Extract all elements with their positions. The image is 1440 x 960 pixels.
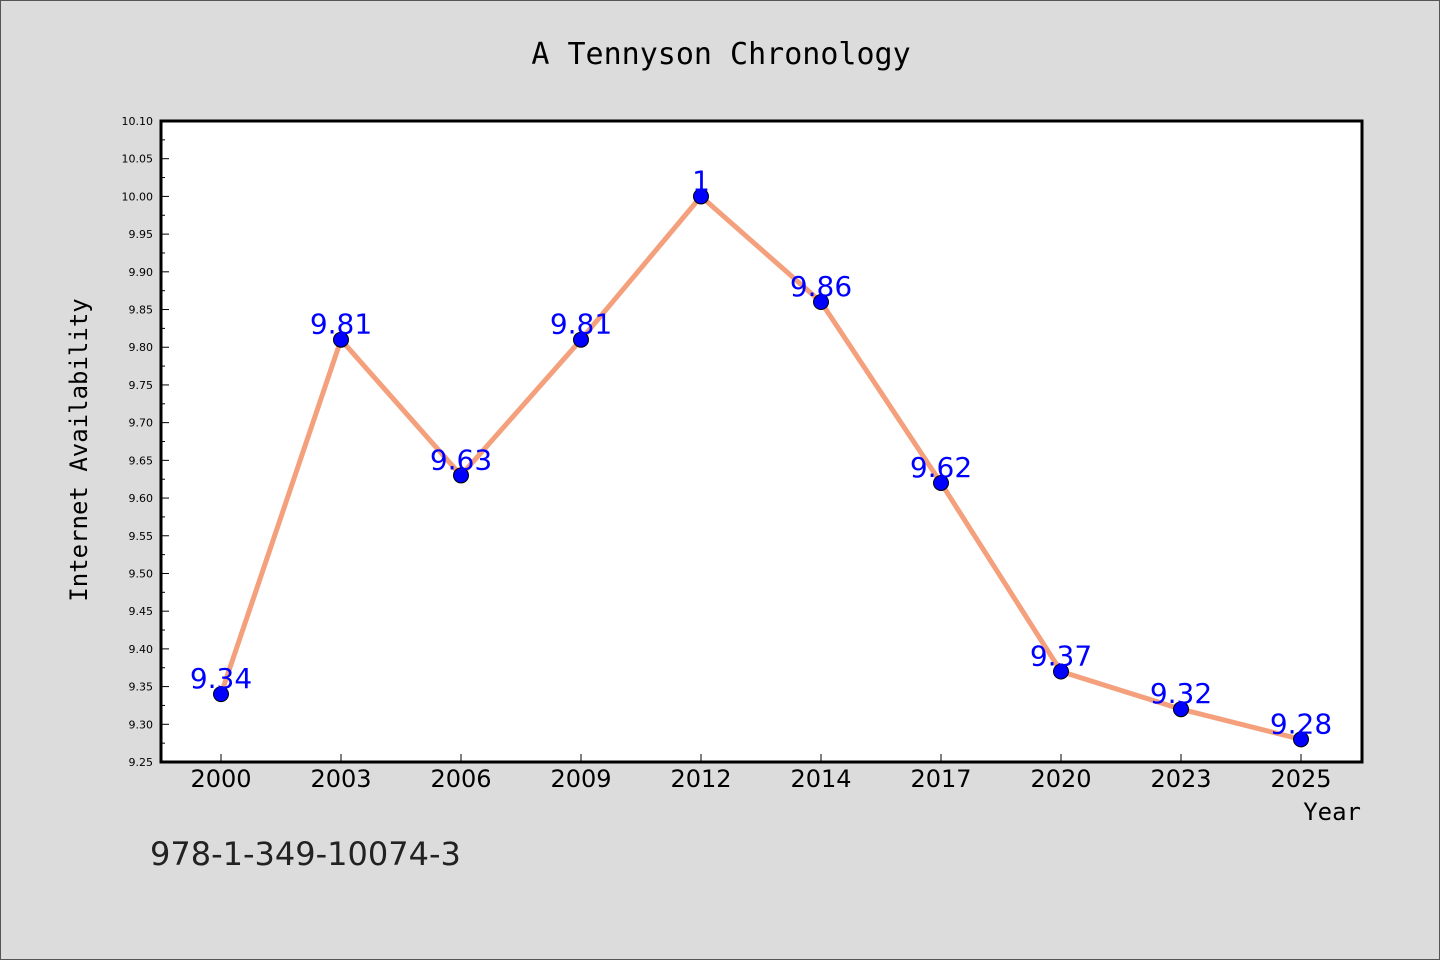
x-tick-label: 2000 [190, 765, 251, 793]
y-tick-label: 9.90 [129, 266, 154, 279]
data-label: 9.34 [190, 662, 252, 695]
y-tick-label: 9.50 [129, 567, 154, 580]
data-label: 9.32 [1150, 677, 1212, 710]
data-labels: 9.34 9.81 9.63 9.81 1 9.86 9.62 9.37 9.32 9.28 [190, 164, 1332, 740]
y-tick-label: 10.00 [122, 190, 154, 203]
data-label: 9.28 [1270, 707, 1332, 740]
y-axis-label: Internet Availability [65, 298, 93, 601]
data-point [1293, 731, 1309, 748]
plot-area [159, 119, 1364, 764]
series-line [218, 193, 1304, 742]
series-markers [213, 188, 1309, 748]
series-line-group [218, 193, 1304, 742]
x-axis-label: Year [1303, 798, 1361, 826]
x-tick-label: 2020 [1030, 765, 1091, 793]
y-tick-label: 10.10 [122, 115, 154, 128]
data-label: 9.81 [550, 308, 612, 341]
data-label: 9.62 [910, 451, 972, 484]
x-tick-label: 2009 [550, 765, 611, 793]
data-point [813, 293, 829, 310]
y-tick-label: 9.45 [129, 605, 154, 618]
data-point [213, 686, 229, 703]
y-tick-label: 9.85 [129, 304, 154, 317]
x-tick-label: 2025 [1270, 765, 1331, 793]
data-point [333, 331, 349, 348]
x-tick-label: 2017 [910, 765, 971, 793]
y-tick-label: 10.05 [122, 153, 154, 166]
x-tick-label: 2003 [310, 765, 371, 793]
isbn-footer: 978-1-349-10074-3 [150, 835, 461, 873]
data-label: 1 [692, 164, 710, 197]
y-tick-label: 9.60 [129, 492, 154, 505]
y-tick-label: 9.75 [129, 379, 154, 392]
x-tick-label: 2014 [790, 765, 851, 793]
y-tick-label: 9.55 [129, 530, 154, 543]
chart-title: A Tennyson Chronology [531, 37, 910, 72]
y-tick-label: 9.40 [129, 643, 154, 656]
y-tick-label: 9.35 [129, 681, 154, 694]
y-tick-label: 9.80 [129, 341, 154, 354]
y-tick-label: 9.25 [129, 756, 154, 769]
y-tick-label: 9.95 [129, 228, 154, 241]
data-label: 9.81 [310, 308, 372, 341]
y-axis: 9.25 9.30 9.35 9.40 9.45 9.50 9.55 9.60 9.65 9.70… [122, 115, 169, 769]
x-tick-label: 2012 [670, 765, 731, 793]
data-point [933, 474, 949, 491]
y-tick-label: 9.30 [129, 718, 154, 731]
data-point [453, 467, 469, 484]
y-tick-label: 9.70 [129, 417, 154, 430]
y-tick-label: 9.65 [129, 454, 154, 467]
data-point [1053, 663, 1069, 680]
data-label: 9.63 [430, 443, 492, 476]
data-label: 9.86 [790, 270, 852, 303]
data-point [693, 188, 709, 205]
x-tick-label: 2006 [430, 765, 491, 793]
data-point [1173, 701, 1189, 718]
data-point [573, 331, 589, 348]
data-label: 9.37 [1030, 640, 1092, 673]
x-axis: 2000 2003 2006 2009 2012 2014 2017 2020 2023 2025 [190, 754, 1332, 793]
x-tick-label: 2023 [1150, 765, 1211, 793]
